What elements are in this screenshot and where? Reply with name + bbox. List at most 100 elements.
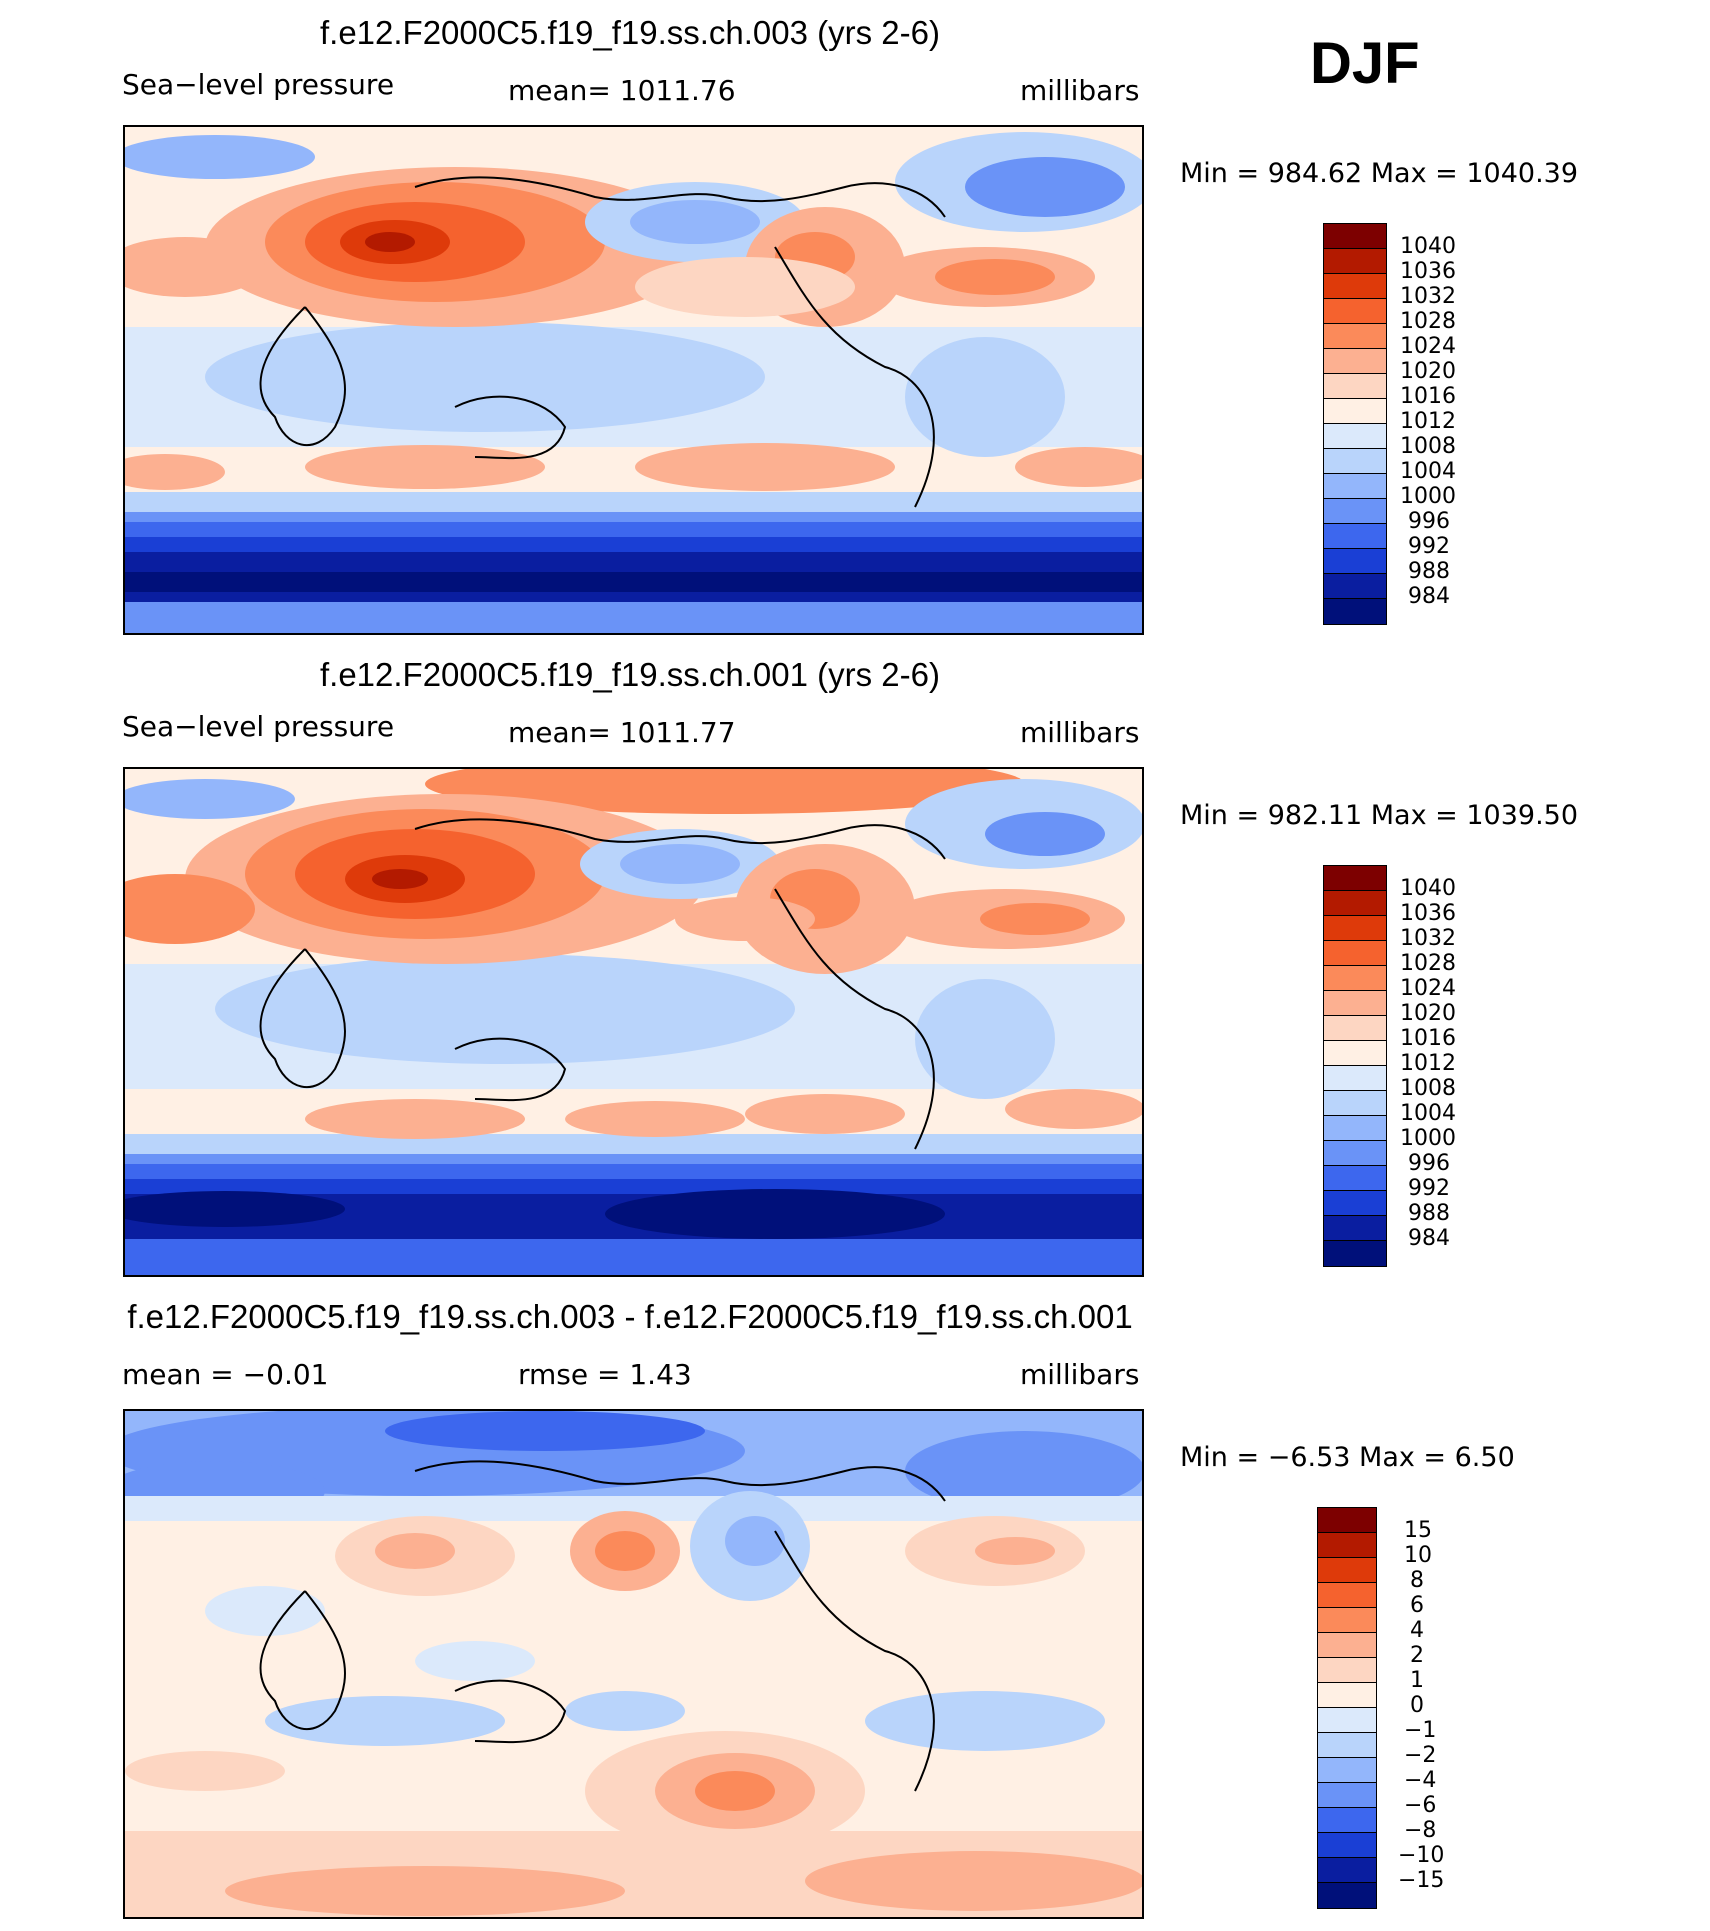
panel3-field — [125, 1411, 1142, 1917]
colorbar-label: 1028 — [1400, 309, 1456, 334]
colorbar-swatch — [1324, 966, 1386, 991]
colorbar-swatch — [1324, 574, 1386, 599]
colorbar-label: 1024 — [1400, 334, 1456, 359]
colorbar-swatch — [1324, 1166, 1386, 1191]
colorbar-label: 1012 — [1400, 409, 1456, 434]
colorbar-label: 1008 — [1400, 434, 1456, 459]
panel1-min-max: Min = 984.62 Max = 1040.39 — [1180, 158, 1579, 189]
panel1-variable: Sea−level pressure — [122, 68, 395, 101]
colorbar-label: 1004 — [1400, 1101, 1456, 1126]
panel3-units: millibars — [1020, 1358, 1140, 1391]
colorbar-swatch — [1324, 991, 1386, 1016]
colorbar-swatch — [1324, 299, 1386, 324]
colorbar-swatch — [1318, 1508, 1376, 1533]
panel1-colorbar — [1323, 223, 1387, 625]
colorbar-swatch — [1324, 449, 1386, 474]
colorbar-label: 1 — [1410, 1668, 1424, 1693]
colorbar-swatch — [1324, 224, 1386, 249]
colorbar-label: 10 — [1404, 1543, 1432, 1568]
colorbar-label: 1020 — [1400, 1001, 1456, 1026]
colorbar-swatch — [1318, 1558, 1376, 1583]
colorbar-label: −15 — [1398, 1868, 1445, 1893]
colorbar-swatch — [1318, 1658, 1376, 1683]
colorbar-swatch — [1324, 941, 1386, 966]
colorbar-swatch — [1324, 274, 1386, 299]
colorbar-label: 1040 — [1400, 234, 1456, 259]
colorbar-swatch — [1324, 866, 1386, 891]
panel2-mean: mean= 1011.77 — [508, 716, 736, 749]
colorbar-swatch — [1318, 1583, 1376, 1608]
colorbar-label: 1016 — [1400, 1026, 1456, 1051]
colorbar-label: 1000 — [1400, 484, 1456, 509]
colorbar-label: 1036 — [1400, 901, 1456, 926]
panel3-title: f.e12.F2000C5.f19_f19.ss.ch.003 - f.e12.… — [127, 1298, 1133, 1335]
season-label: DJF — [1310, 31, 1420, 96]
panel3-rmse: rmse = 1.43 — [518, 1358, 692, 1391]
colorbar-label: 8 — [1410, 1568, 1424, 1593]
colorbar-label: 1008 — [1400, 1076, 1456, 1101]
colorbar-swatch — [1324, 524, 1386, 549]
panel1-mean: mean= 1011.76 — [508, 74, 736, 107]
panel1-units: millibars — [1020, 74, 1140, 107]
colorbar-label: 996 — [1408, 1151, 1450, 1176]
colorbar-swatch — [1324, 1141, 1386, 1166]
colorbar-swatch — [1318, 1708, 1376, 1733]
colorbar-label: 4 — [1410, 1618, 1424, 1643]
panel2-field — [125, 769, 1142, 1275]
panel3-map — [123, 1409, 1144, 1919]
colorbar-label: 1032 — [1400, 284, 1456, 309]
panel2-colorbar — [1323, 865, 1387, 1267]
colorbar-label: 992 — [1408, 534, 1450, 559]
colorbar-label: 1004 — [1400, 459, 1456, 484]
panel2-units: millibars — [1020, 716, 1140, 749]
colorbar-swatch — [1324, 399, 1386, 424]
colorbar-swatch — [1318, 1858, 1376, 1883]
colorbar-swatch — [1324, 549, 1386, 574]
colorbar-label: −4 — [1404, 1768, 1437, 1793]
colorbar-label: −1 — [1404, 1718, 1437, 1743]
panel1-field — [125, 127, 1142, 633]
panel1-title: f.e12.F2000C5.f19_f19.ss.ch.003 (yrs 2-6… — [319, 14, 940, 51]
colorbar-label: 988 — [1408, 559, 1450, 584]
colorbar-swatch — [1324, 1066, 1386, 1091]
colorbar-label: 15 — [1404, 1518, 1432, 1543]
panel3-mean: mean = −0.01 — [122, 1358, 329, 1391]
colorbar-label: −10 — [1398, 1843, 1445, 1868]
colorbar-swatch — [1324, 249, 1386, 274]
colorbar-swatch — [1324, 474, 1386, 499]
colorbar-swatch — [1324, 599, 1386, 624]
colorbar-swatch — [1318, 1783, 1376, 1808]
colorbar-swatch — [1324, 324, 1386, 349]
colorbar-swatch — [1324, 1191, 1386, 1216]
colorbar-label: 1020 — [1400, 359, 1456, 384]
panel2-min-max: Min = 982.11 Max = 1039.50 — [1180, 800, 1579, 831]
colorbar-label: −6 — [1404, 1793, 1437, 1818]
colorbar-swatch — [1324, 1116, 1386, 1141]
colorbar-label: −8 — [1404, 1818, 1437, 1843]
colorbar-label: 996 — [1408, 509, 1450, 534]
colorbar-label: 1012 — [1400, 1051, 1456, 1076]
colorbar-swatch — [1318, 1808, 1376, 1833]
colorbar-swatch — [1318, 1883, 1376, 1908]
panel2-variable: Sea−level pressure — [122, 710, 395, 743]
colorbar-swatch — [1318, 1533, 1376, 1558]
colorbar-swatch — [1318, 1633, 1376, 1658]
colorbar-swatch — [1324, 916, 1386, 941]
panel3-min-max: Min = −6.53 Max = 6.50 — [1180, 1442, 1515, 1473]
colorbar-label: 992 — [1408, 1176, 1450, 1201]
panel2-title: f.e12.F2000C5.f19_f19.ss.ch.001 (yrs 2-6… — [319, 656, 940, 693]
colorbar-label: −2 — [1404, 1743, 1437, 1768]
colorbar-label: 1000 — [1400, 1126, 1456, 1151]
colorbar-label: 984 — [1408, 584, 1450, 609]
colorbar-swatch — [1324, 1241, 1386, 1266]
panel2-map — [123, 767, 1144, 1277]
colorbar-swatch — [1324, 891, 1386, 916]
colorbar-swatch — [1324, 1016, 1386, 1041]
colorbar-label: 0 — [1410, 1693, 1424, 1718]
colorbar-swatch — [1324, 1091, 1386, 1116]
colorbar-label: 1032 — [1400, 926, 1456, 951]
colorbar-swatch — [1324, 424, 1386, 449]
colorbar-label: 1024 — [1400, 976, 1456, 1001]
colorbar-label: 1036 — [1400, 259, 1456, 284]
